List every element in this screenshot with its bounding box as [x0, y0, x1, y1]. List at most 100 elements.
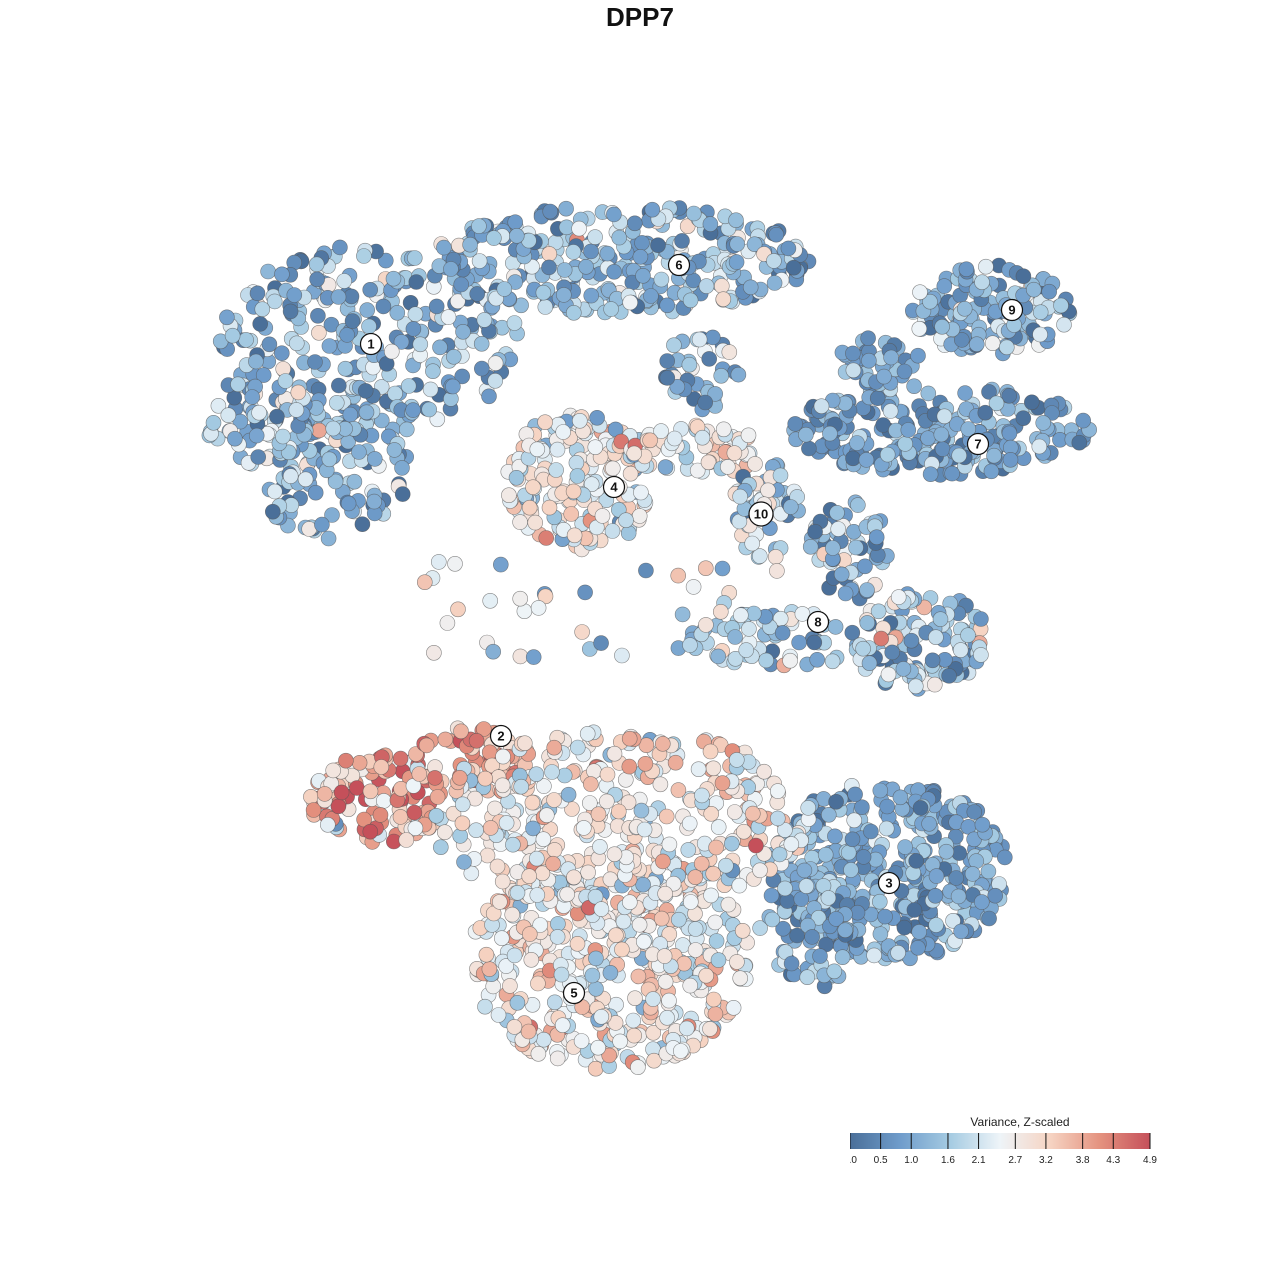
data-point [876, 368, 892, 385]
data-point [416, 574, 433, 591]
data-point [892, 789, 909, 806]
data-point [729, 954, 745, 970]
data-point [685, 579, 702, 595]
data-point [542, 203, 559, 220]
data-point [908, 853, 925, 869]
data-point [377, 252, 394, 269]
data-point [565, 483, 582, 500]
data-point [848, 539, 864, 556]
data-point [354, 516, 371, 533]
data-point [772, 467, 789, 484]
data-point [760, 482, 776, 499]
data-point [571, 412, 588, 429]
data-point [728, 254, 745, 270]
data-point [425, 363, 441, 380]
data-point [820, 806, 837, 823]
data-point [700, 454, 717, 471]
data-point [490, 1007, 507, 1023]
data-point [659, 370, 676, 386]
data-point [721, 344, 738, 360]
data-point [530, 975, 546, 992]
data-point [912, 284, 928, 301]
data-point [560, 786, 577, 803]
data-point [308, 256, 325, 273]
data-point [606, 745, 623, 762]
data-point [707, 1006, 724, 1022]
data-point [536, 778, 552, 794]
data-point [546, 792, 562, 808]
data-point [726, 445, 743, 461]
data-point [332, 239, 348, 256]
data-point [957, 385, 973, 401]
legend-gradient-bar [850, 1133, 1150, 1149]
data-point [973, 611, 989, 627]
data-point [630, 1059, 646, 1075]
data-point [895, 661, 912, 677]
data-point [817, 846, 834, 863]
data-point [890, 589, 907, 605]
data-point [618, 512, 634, 529]
cluster-label-text: 10 [754, 507, 768, 522]
data-point [824, 540, 841, 556]
color-legend: 0.0 0.5 1.0 1.6 2.1 2.7 3.2 3.8 4.3 4.9 [850, 1133, 1157, 1166]
data-point [398, 421, 415, 438]
data-point [880, 666, 897, 683]
data-point [849, 435, 865, 451]
data-point [827, 828, 843, 845]
data-point [450, 601, 466, 618]
data-point [670, 567, 687, 584]
data-point [421, 401, 438, 418]
data-point [782, 652, 798, 669]
data-point [273, 345, 290, 362]
data-point [269, 408, 285, 425]
data-point [633, 484, 649, 501]
data-point [650, 237, 666, 253]
data-point [857, 558, 873, 575]
data-point [606, 263, 622, 280]
data-point [625, 1012, 642, 1029]
data-point [704, 329, 721, 346]
data-point [588, 950, 604, 967]
data-point [661, 992, 677, 1009]
cluster-label-badge [602, 475, 626, 499]
data-point [516, 735, 533, 752]
data-point [996, 849, 1013, 866]
data-point [984, 335, 1001, 352]
data-point [524, 794, 541, 811]
data-point [305, 802, 322, 818]
data-point [682, 894, 699, 910]
data-point [774, 625, 791, 641]
cluster-label-9: 9 [1000, 298, 1024, 322]
data-point [210, 397, 227, 414]
data-point [635, 876, 651, 893]
cluster-label-text: 3 [885, 876, 892, 891]
data-point [843, 862, 859, 878]
data-point [333, 784, 350, 801]
data-point [820, 890, 837, 906]
data-point [485, 643, 502, 660]
data-point [879, 798, 896, 815]
data-point [356, 248, 372, 264]
data-point [621, 730, 638, 747]
data-point [1041, 283, 1057, 300]
data-point [230, 376, 246, 393]
data-point [512, 514, 528, 530]
data-point [748, 837, 764, 854]
data-point [530, 600, 547, 616]
data-point [927, 887, 944, 904]
data-point [508, 469, 525, 486]
cluster-label-text: 7 [974, 437, 981, 452]
data-point [980, 863, 997, 880]
cluster-label-2: 2 [489, 724, 513, 748]
data-point [521, 926, 538, 942]
data-point [337, 360, 354, 377]
data-point [620, 794, 637, 811]
data-point [896, 363, 913, 380]
data-point [845, 345, 861, 362]
data-point [535, 1031, 552, 1048]
data-point [615, 913, 632, 930]
data-point [330, 289, 347, 305]
data-point [698, 617, 714, 633]
data-point [288, 402, 305, 418]
data-point [727, 629, 743, 645]
